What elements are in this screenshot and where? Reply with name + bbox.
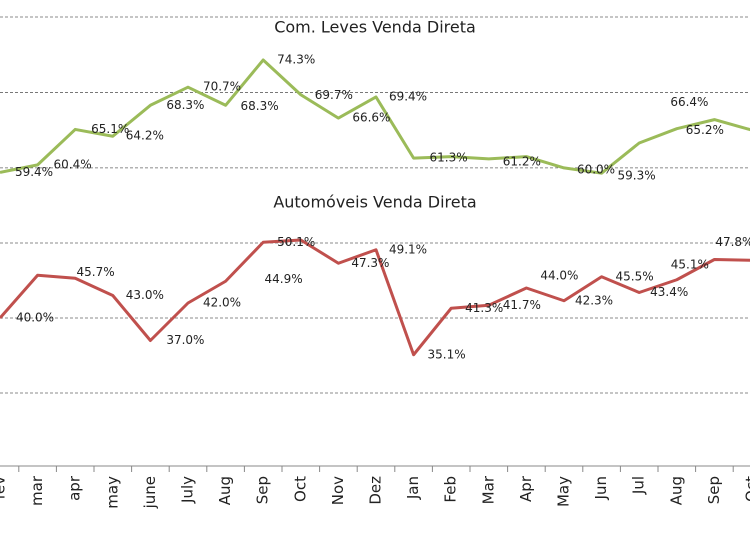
- data-label: 69.7%: [315, 88, 353, 102]
- data-label: 45.7%: [77, 265, 115, 279]
- data-label: 66.6%: [352, 111, 390, 125]
- data-label: 60.4%: [54, 157, 92, 171]
- data-label: 44.0%: [540, 269, 578, 283]
- data-label: 69.4%: [389, 89, 427, 103]
- data-label: 59.3%: [618, 169, 656, 183]
- data-label: 65.1%: [91, 122, 129, 136]
- data-label: 37.0%: [166, 333, 204, 347]
- data-label: 45.5%: [616, 269, 654, 283]
- x-tick-label: Sep: [254, 476, 272, 504]
- data-label: 47.8%: [715, 235, 750, 249]
- x-tick-label: Oct: [291, 476, 309, 502]
- data-label: 68.3%: [166, 98, 204, 112]
- x-tick-label: Feb: [442, 476, 460, 503]
- x-tick-label: May: [555, 476, 573, 507]
- x-tick-label: Jan: [404, 476, 422, 500]
- data-label: 41.3%: [465, 301, 503, 315]
- data-label: 35.1%: [428, 347, 466, 361]
- x-tick-label: june: [141, 476, 159, 509]
- data-label: 45.1%: [671, 257, 709, 271]
- x-tick-label: Nov: [329, 476, 347, 505]
- x-tick-label: may: [103, 476, 121, 509]
- data-label: 50.1%: [277, 235, 315, 249]
- data-label: 74.3%: [277, 53, 315, 67]
- data-label: 70.7%: [203, 80, 241, 94]
- x-tick-label: Dez: [367, 476, 385, 505]
- x-tick-label: Aug: [667, 476, 685, 505]
- x-tick-label: Sep: [705, 476, 723, 504]
- data-label: 44.9%: [265, 272, 303, 286]
- x-tick-label: Aug: [216, 476, 234, 505]
- x-tick-label: Oct: [743, 476, 750, 502]
- chart-title: Automóveis Venda Direta: [273, 193, 476, 212]
- data-label: 66.4%: [670, 95, 708, 109]
- x-tick-label: apr: [66, 475, 84, 501]
- data-label: 65.2%: [686, 123, 724, 137]
- data-label: 61.2%: [503, 154, 541, 168]
- x-tick-label: July: [179, 476, 197, 504]
- data-label: 40.0%: [16, 311, 54, 325]
- data-label: 60.0%: [577, 162, 615, 176]
- data-label: 43.0%: [126, 288, 164, 302]
- x-tick-label: mar: [28, 475, 46, 506]
- x-tick-label: Jul: [630, 476, 648, 495]
- data-label: 68.3%: [241, 99, 279, 113]
- x-tick-label: Mar: [479, 475, 497, 504]
- chart-title: Com. Leves Venda Direta: [274, 18, 476, 37]
- x-tick-label: fev: [0, 476, 9, 500]
- line: [0, 58, 750, 175]
- data-label: 49.1%: [389, 242, 427, 256]
- data-label: 47.3%: [351, 256, 389, 270]
- data-label: 61.3%: [430, 151, 468, 165]
- data-label: 43.4%: [650, 285, 688, 299]
- line: [0, 238, 750, 357]
- x-tick-label: Apr: [517, 475, 535, 502]
- data-label: 64.2%: [126, 129, 164, 143]
- data-label: 42.0%: [203, 296, 241, 310]
- data-label: 59.4%: [15, 165, 53, 179]
- x-tick-label: Jun: [592, 476, 610, 500]
- data-label: 42.3%: [575, 293, 613, 307]
- data-label: 41.7%: [503, 298, 541, 312]
